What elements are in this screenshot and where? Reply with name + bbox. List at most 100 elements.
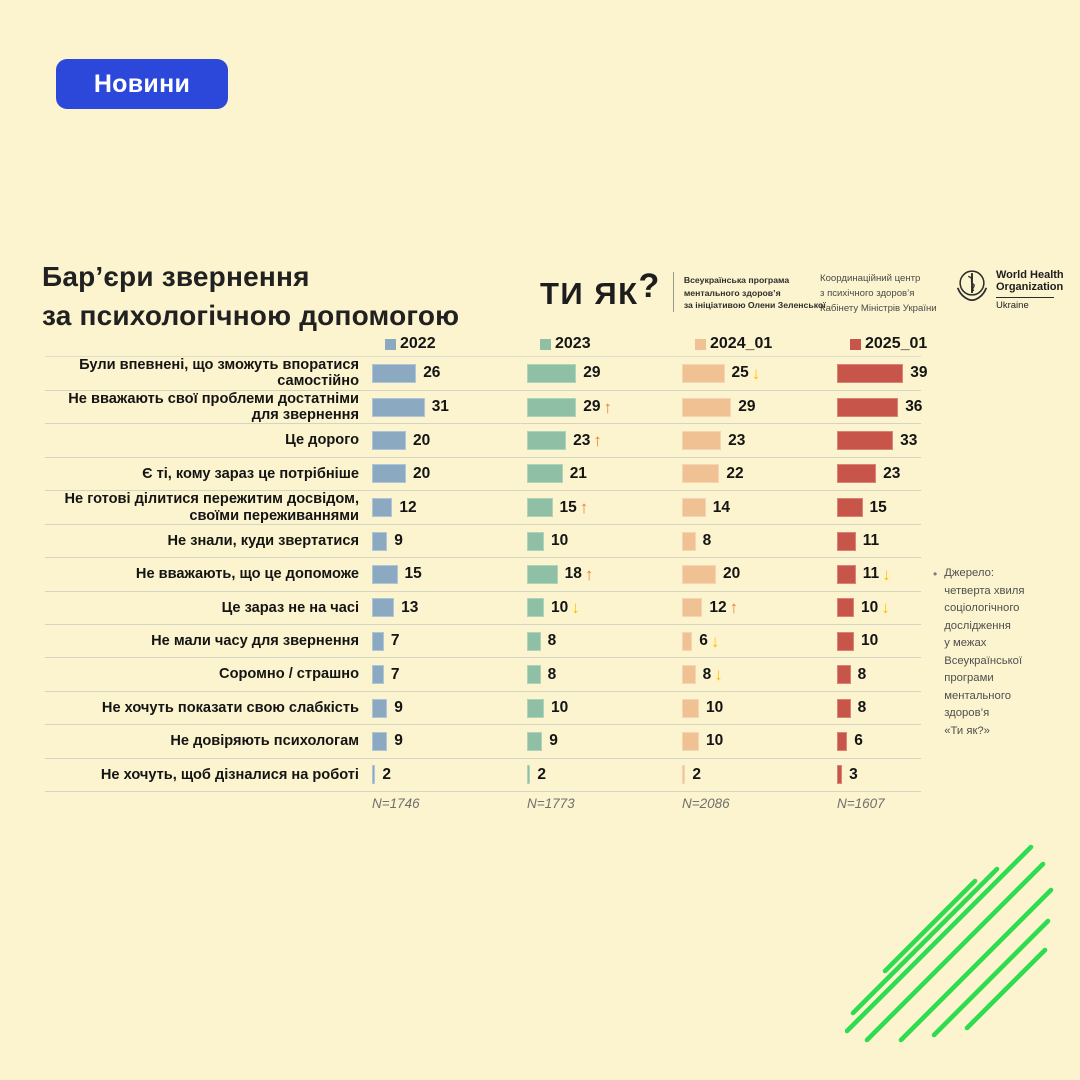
- bar-value: 15: [869, 498, 887, 516]
- bar-cell-2025_01: 10 ↓: [837, 598, 921, 618]
- bar: [372, 598, 395, 618]
- bar-cell-2025_01: 36: [837, 397, 922, 417]
- bar: [372, 363, 417, 383]
- chart-row: Не вважають, що це допоможе 15 18 ↑ 20 11 ↓: [45, 558, 921, 592]
- bar-value: 6: [699, 632, 708, 650]
- bar: [372, 498, 393, 517]
- bar-cell-2023: 10 ↓: [527, 598, 682, 618]
- bar: [527, 397, 577, 417]
- sample-size-row: N=1746 N=1773 N=2086 N=1607: [45, 796, 992, 811]
- bar: [527, 431, 567, 451]
- legend-swatch: [695, 338, 706, 350]
- sample-size-2024_01: N=2086: [682, 796, 730, 811]
- bar-value: 39: [910, 364, 928, 382]
- bar-value: 10: [706, 699, 724, 716]
- bar: [837, 431, 894, 451]
- category-label: Не готові ділитися пережитим досвідом, с…: [64, 491, 359, 524]
- bar-cell-2024_01: 20: [682, 564, 837, 584]
- bar-value: 2: [382, 765, 392, 783]
- bar-value: 10: [551, 699, 569, 716]
- sample-size-2022: N=1746: [372, 796, 420, 811]
- bar-value: 10: [706, 732, 724, 750]
- trend-up-arrow-icon: ↑: [593, 431, 602, 451]
- bar-cell-2023: 23 ↑: [527, 431, 682, 451]
- chart-row: Не готові ділитися пережитим досвідом, с…: [45, 491, 921, 525]
- category-label: Це зараз не на часі: [221, 599, 359, 616]
- chart-row: Є ті, кому зараз це потрібніше 20 21 22 23: [45, 458, 921, 492]
- bar: [682, 397, 732, 417]
- who-logo: World Health Organization Ukraine: [953, 265, 1064, 312]
- bar-cell-2023: 29 ↑: [527, 397, 682, 417]
- legend-spacer: [45, 334, 372, 354]
- bar-value: 2: [537, 765, 547, 783]
- bar: [837, 698, 851, 718]
- source-note-text: Джерело: четверта хвиля соціологічного д…: [944, 567, 1025, 737]
- bar-cell-2024_01: 8: [682, 531, 837, 551]
- bar: [372, 765, 376, 785]
- trend-down-arrow-icon: ↓: [751, 363, 761, 383]
- bar-value: 15: [404, 565, 422, 583]
- bar: [682, 564, 716, 584]
- bar: [372, 464, 406, 484]
- bar: [682, 631, 693, 651]
- category-label: Були впевнені, що зможуть впоратися само…: [79, 357, 359, 390]
- bar-value: 26: [423, 364, 441, 382]
- category-label: Соромно / страшно: [219, 666, 359, 683]
- bar-cell-2024_01: 12 ↑: [682, 598, 837, 618]
- bar-value: 10: [551, 532, 569, 550]
- bar-cell-2023: 21: [527, 464, 682, 484]
- bar: [837, 498, 863, 517]
- bar-cell-2022: 15: [372, 564, 527, 584]
- bar-value: 7: [390, 632, 400, 650]
- legend-label: 2023: [555, 335, 591, 352]
- bar-cell-2023: 10: [527, 531, 682, 551]
- bar-value: 29: [583, 364, 601, 382]
- legend-item-2022: 2022: [372, 334, 527, 354]
- category-label: Це дорого: [285, 432, 359, 449]
- bar-value: 23: [883, 464, 901, 482]
- bar-cell-2024_01: 23: [682, 431, 837, 451]
- bar-value: 9: [394, 699, 403, 716]
- category-label: Не мали часу для звернення: [151, 633, 359, 650]
- bar-cell-2022: 31: [372, 397, 527, 417]
- bar-cell-2022: 9: [372, 731, 527, 751]
- bar: [527, 498, 553, 517]
- bar-cell-2025_01: 10: [837, 631, 921, 651]
- bar: [682, 731, 699, 751]
- bar-value: 15: [559, 498, 577, 516]
- bar: [527, 665, 541, 685]
- bar: [837, 363, 904, 383]
- bar-value: 13: [401, 598, 419, 616]
- bar-cell-2025_01: 15: [837, 498, 921, 517]
- bar-cell-2025_01: 33: [837, 431, 921, 451]
- bar-value: 6: [854, 732, 863, 750]
- bar: [527, 698, 544, 718]
- question-mark-icon: ?: [638, 267, 661, 305]
- chart-row: Не хочуть, щоб дізналися на роботі 2 2 2 3: [45, 759, 921, 792]
- trend-down-arrow-icon: ↓: [882, 564, 891, 584]
- bar: [527, 765, 531, 785]
- bar-cell-2022: 20: [372, 431, 527, 451]
- category-label: Не вважають, що це допоможе: [135, 566, 359, 583]
- bar-cell-2025_01: 23: [837, 464, 921, 484]
- tyyak-tagline-line: ментального здоров’я: [683, 287, 781, 298]
- bar-value: 20: [723, 565, 741, 583]
- category-label: Не довіряють психологам: [170, 733, 359, 750]
- trend-up-arrow-icon: ↑: [579, 498, 589, 517]
- news-button[interactable]: Новини: [56, 59, 228, 109]
- bar: [837, 397, 899, 417]
- bar-cell-2024_01: 6 ↓: [682, 631, 837, 651]
- bar-value: 33: [900, 431, 918, 449]
- bar-cell-2023: 8: [527, 631, 682, 651]
- bar-value: 20: [413, 431, 431, 449]
- bar: [837, 531, 856, 551]
- n-spacer: [45, 796, 372, 811]
- legend-swatch: [850, 338, 861, 350]
- bar: [372, 631, 384, 651]
- bar: [527, 731, 543, 751]
- chart-grid: Були впевнені, що зможуть впоратися само…: [45, 356, 928, 792]
- bar-value: 22: [726, 464, 744, 482]
- bar-value: 10: [861, 598, 879, 616]
- who-text: World Health Organization Ukraine: [996, 265, 1064, 312]
- chart-row: Не знали, куди звертатися 9 10 8 11: [45, 525, 921, 559]
